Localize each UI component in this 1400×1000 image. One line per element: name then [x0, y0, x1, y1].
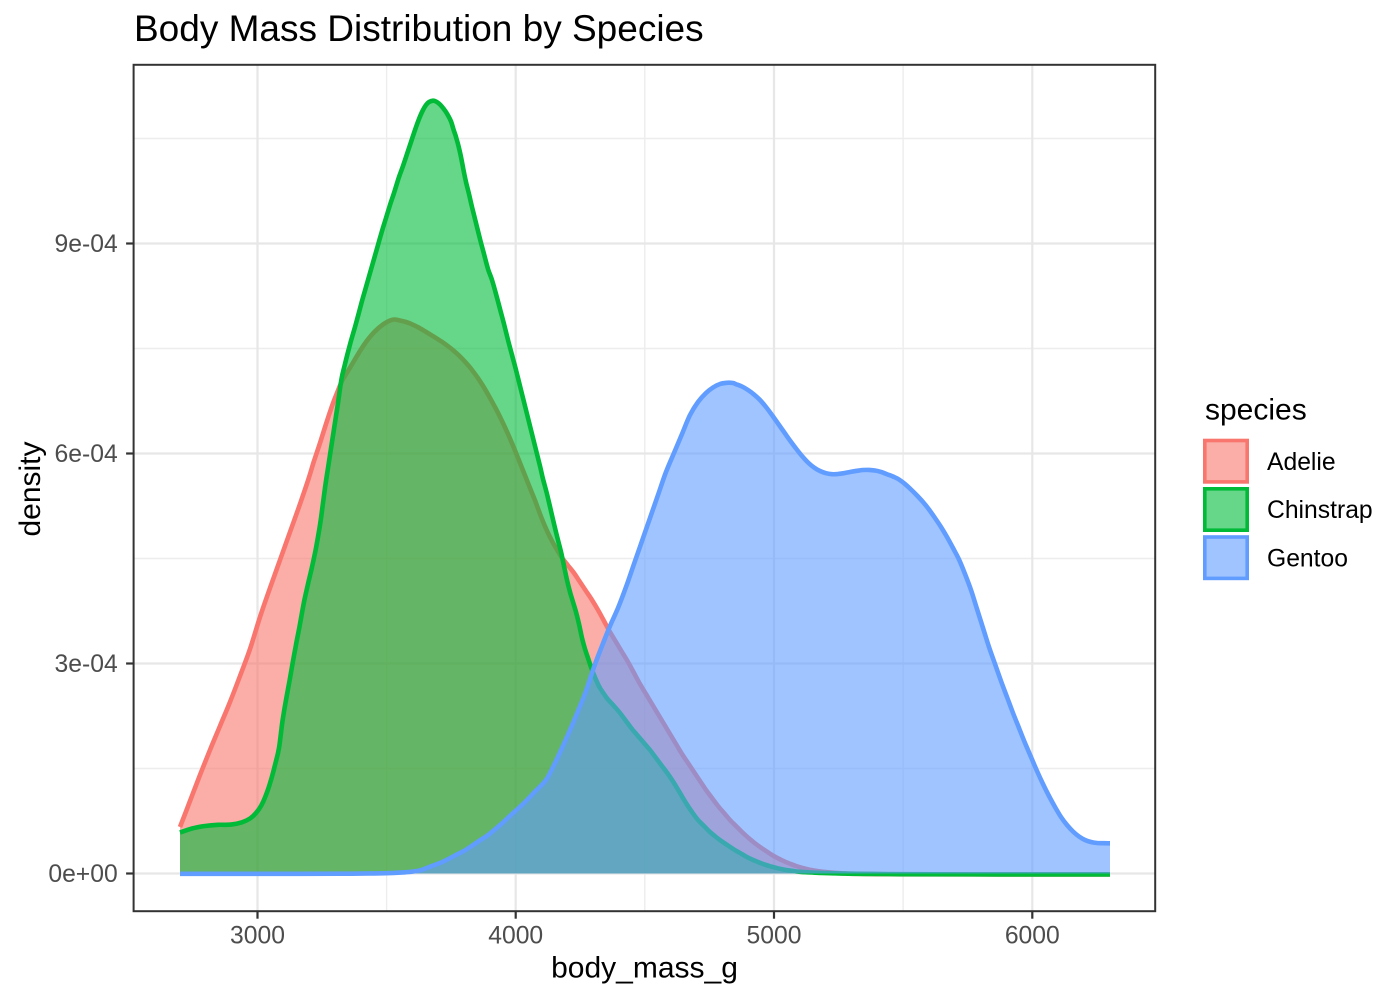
svg-text:species: species: [1205, 394, 1307, 427]
svg-text:0e+00: 0e+00: [48, 861, 117, 888]
svg-text:3e-04: 3e-04: [55, 651, 118, 678]
svg-text:Gentoo: Gentoo: [1267, 545, 1348, 572]
svg-text:Adelie: Adelie: [1267, 449, 1336, 476]
svg-text:6e-04: 6e-04: [55, 441, 118, 468]
svg-text:6000: 6000: [1005, 923, 1060, 950]
svg-text:Body Mass Distribution by Spec: Body Mass Distribution by Species: [134, 8, 704, 49]
svg-text:5000: 5000: [747, 923, 802, 950]
svg-text:body_mass_g: body_mass_g: [551, 952, 738, 985]
svg-text:9e-04: 9e-04: [55, 231, 118, 258]
svg-text:density: density: [14, 441, 47, 536]
svg-text:Chinstrap: Chinstrap: [1267, 497, 1373, 524]
svg-text:4000: 4000: [488, 923, 543, 950]
svg-text:3000: 3000: [230, 923, 285, 950]
